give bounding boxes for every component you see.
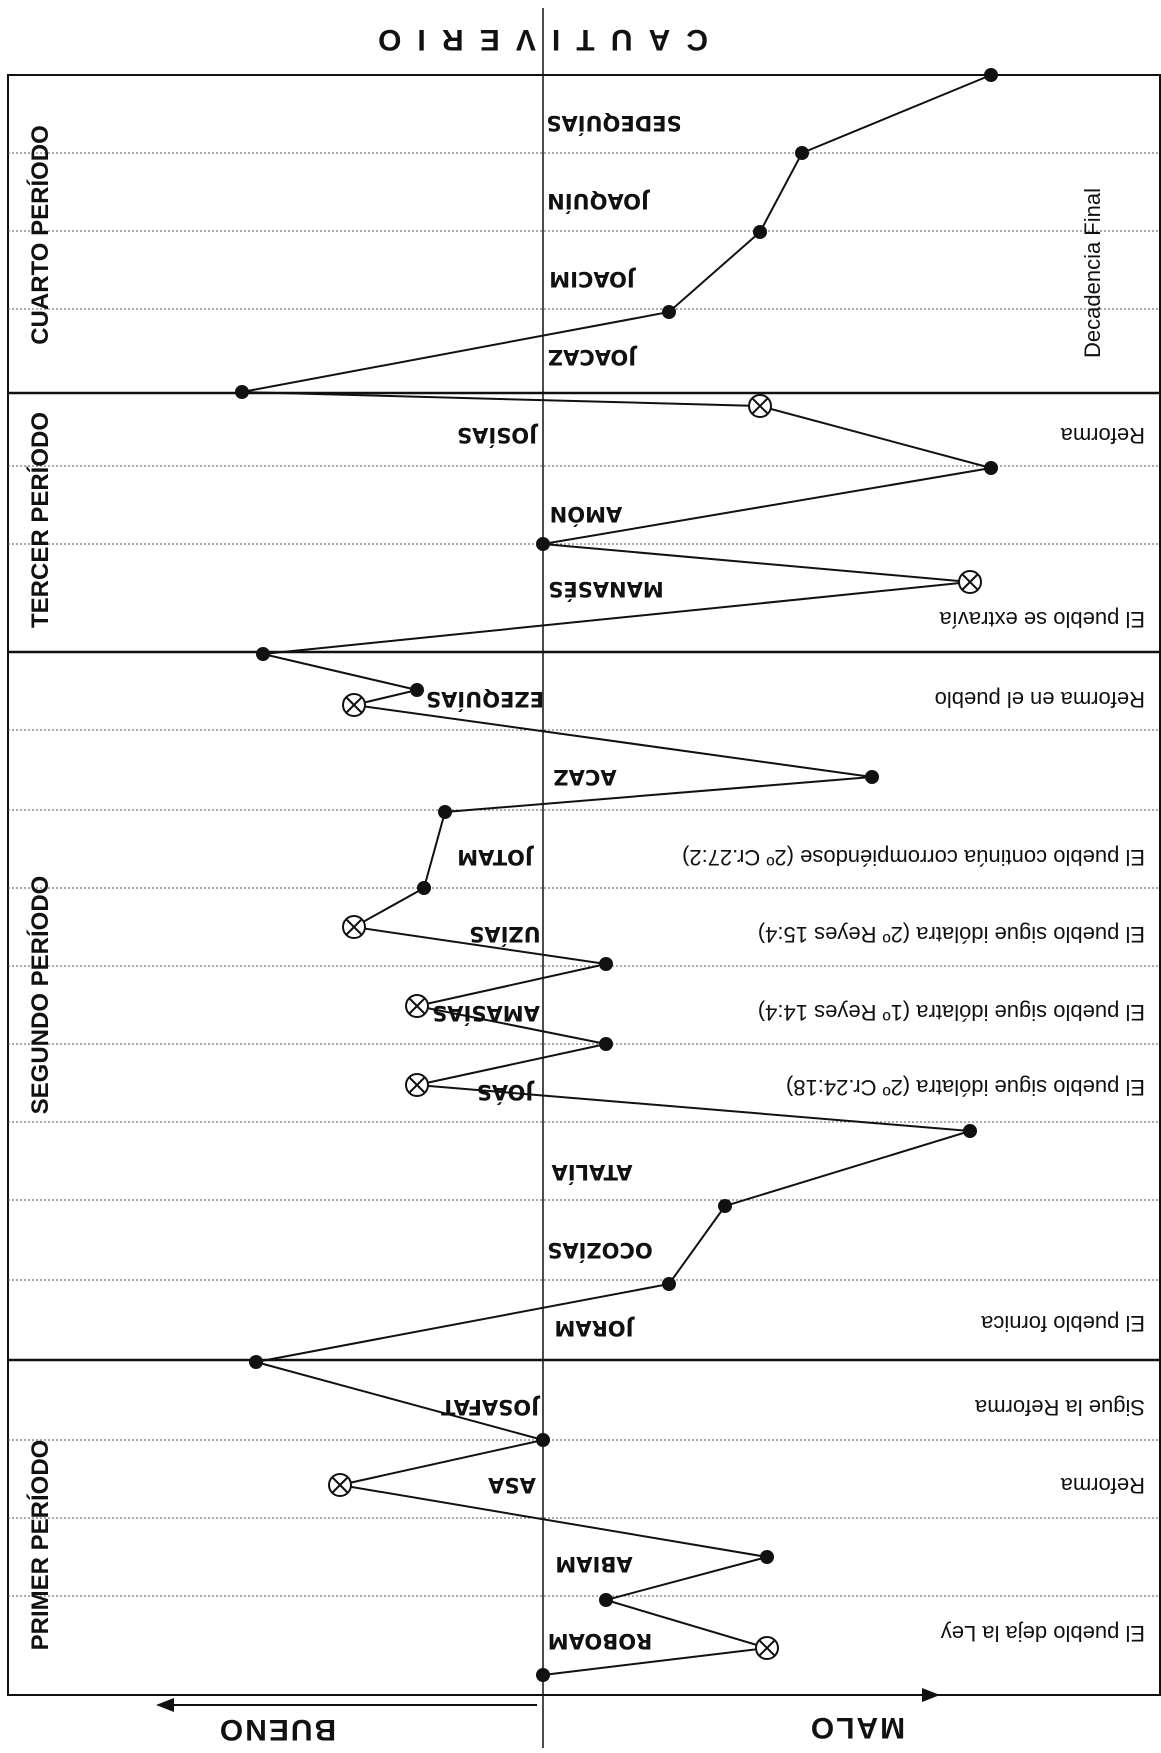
reform-marker-icon <box>405 1073 429 1097</box>
axis-label-good: BUENO <box>218 1713 336 1746</box>
note-sigue-reforma: Sigue la Reforma <box>974 1395 1145 1420</box>
period-separators <box>8 391 1160 1362</box>
bad-arrow-head-icon <box>922 1688 940 1702</box>
data-point <box>963 1124 977 1138</box>
king-label-ocozias: OCOZÍAS <box>547 1238 653 1263</box>
data-point <box>662 1277 676 1291</box>
king-label-roboam: ROBOAM <box>548 1629 652 1653</box>
reform-marker-icon <box>755 1636 779 1660</box>
data-point <box>599 957 613 971</box>
king-label-joacaz: JOACAZ <box>548 345 638 369</box>
king-label-atalia: ATALÍA <box>551 1160 633 1185</box>
king-labels: ROBOAM ABIAM ASA JOSAFAT JORAM OCOZÍAS A… <box>426 111 682 1653</box>
note-reforma-josias: Reforma <box>1060 423 1145 448</box>
notes: El pueblo deja la Ley Reforma Sigue la R… <box>682 188 1145 1646</box>
data-point <box>599 1593 613 1607</box>
period-label-3: TERCER PERÍODO <box>26 412 54 628</box>
data-point <box>410 683 424 697</box>
note-idolatra-amasias: El pueblo sigue idólatra (1º Reyes 14:4) <box>758 1000 1145 1025</box>
king-label-joram: JORAM <box>555 1316 636 1340</box>
reform-marker-icon <box>405 994 429 1018</box>
data-point <box>536 1668 550 1682</box>
king-label-josafat: JOSAFAT <box>440 1395 541 1419</box>
data-point <box>417 881 431 895</box>
period-label-2: SEGUNDO PERÍODO <box>26 876 54 1115</box>
reform-marker-icon <box>748 394 772 418</box>
king-label-abiam: ABIAM <box>555 1552 632 1576</box>
frame <box>7 74 1161 1696</box>
king-label-sedequias: SEDEQUÍAS <box>546 111 681 136</box>
data-point <box>536 537 550 551</box>
king-label-asa: ASA <box>487 1473 535 1497</box>
reform-marker-icon <box>328 1473 352 1497</box>
data-point <box>795 146 809 160</box>
note-decadencia-final: Decadencia Final <box>1080 188 1105 358</box>
king-label-joaquin: JOAQUÍN <box>547 189 651 214</box>
period-labels: PRIMER PERÍODO SEGUNDO PERÍODO TERCER PE… <box>26 125 54 1650</box>
note-reforma-ezequias: Reforma en el pueblo <box>935 687 1145 712</box>
moral-trajectory-line <box>241 74 992 1676</box>
axis-label-bad: MALO <box>809 1711 905 1744</box>
data-point <box>599 1037 613 1051</box>
good-arrow-head-icon <box>156 1698 174 1712</box>
data-point <box>249 1355 263 1369</box>
row-separators <box>8 152 1160 1597</box>
reform-marker-icon <box>958 570 982 594</box>
reform-marker-icon <box>342 693 366 717</box>
data-point <box>865 770 879 784</box>
note-idolatra-uzias: El pueblo sigue idólatra (2º Reyes 15:4) <box>758 922 1145 947</box>
plot-area <box>235 68 998 1682</box>
king-label-ezequias: EZEQUÍAS <box>426 687 544 712</box>
data-point <box>256 647 270 661</box>
bottom-axis: MALO BUENO <box>156 1688 940 1746</box>
period-label-4: CUARTO PERÍODO <box>26 125 54 345</box>
note-idolatra-joas: El pueblo sigue idólatra (2º Cr.24:18) <box>786 1075 1145 1100</box>
king-label-josias: JOSÍAS <box>457 423 539 448</box>
data-point <box>438 805 452 819</box>
reform-marker-icon <box>342 915 366 939</box>
data-point <box>753 225 767 239</box>
data-point <box>235 385 249 399</box>
note-se-extravia: El pueblo se extravía <box>939 607 1145 632</box>
note-deja-la-ley: El pueblo deja la Ley <box>941 1621 1145 1646</box>
king-label-uzias: UZÍAS <box>469 922 540 947</box>
note-corrompiendose: El pueblo continúa corrompiéndose (2º Cr… <box>682 845 1145 870</box>
king-label-acaz: ACAZ <box>553 765 616 789</box>
note-reforma-asa: Reforma <box>1060 1473 1145 1498</box>
king-label-manases: MANASÉS <box>548 577 664 602</box>
data-point <box>984 68 998 82</box>
king-label-amasias: AMASÍAS <box>432 1001 540 1026</box>
king-label-joacim: JOACIM <box>549 267 636 291</box>
data-point <box>760 1550 774 1564</box>
data-point <box>662 305 676 319</box>
data-point <box>536 1433 550 1447</box>
period-label-1: PRIMER PERÍODO <box>26 1440 54 1651</box>
king-label-amon: AMÓN <box>550 502 623 527</box>
data-point <box>718 1199 732 1213</box>
king-label-jotam: JOTAM <box>457 845 535 869</box>
note-fornica: El pueblo fornica <box>980 1311 1145 1336</box>
data-point <box>984 461 998 475</box>
